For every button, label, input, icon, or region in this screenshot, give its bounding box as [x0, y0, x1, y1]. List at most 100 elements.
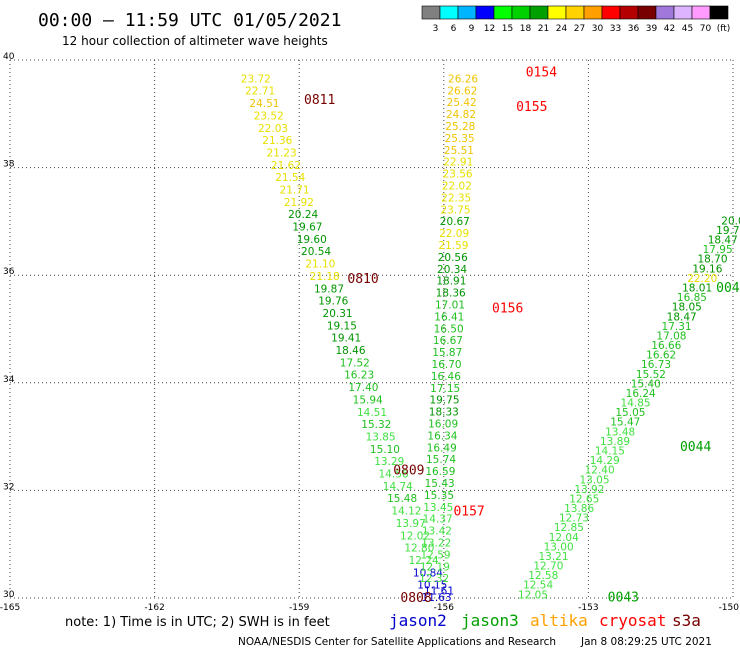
- wave-height-value: 18.36: [436, 288, 466, 300]
- pass-time-label: 0811: [304, 93, 335, 108]
- wave-height-value: 23.56: [443, 169, 473, 181]
- wave-height-value: 22.71: [245, 86, 275, 98]
- wave-height-value: 12.73: [559, 513, 589, 525]
- color-swatch: [457, 5, 477, 20]
- wave-height-value: 16.85: [677, 292, 707, 304]
- wave-height-value: 23.52: [254, 110, 284, 122]
- color-scale-label: 24: [556, 24, 568, 34]
- x-tick-label: -165: [0, 603, 20, 613]
- credit-text: NOAA/NESDIS Center for Satellite Applica…: [238, 636, 556, 648]
- wave-height-value: 13.97: [396, 518, 426, 530]
- color-swatch: [421, 5, 441, 20]
- color-swatch: [547, 5, 567, 20]
- wave-height-value: 18.46: [335, 345, 365, 357]
- satellite-legend-item: jason2: [389, 611, 447, 630]
- y-tick-label: 40: [3, 52, 15, 62]
- y-tick-label: 36: [3, 267, 15, 277]
- wave-height-value: 15.87: [432, 347, 462, 359]
- pass-time-label: 004: [716, 281, 740, 296]
- wave-height-value: 21.54: [275, 172, 305, 184]
- wave-height-value: 15.40: [631, 378, 661, 390]
- wave-height-value: 12.04: [549, 532, 579, 544]
- wave-height-value: 20.24: [288, 209, 318, 221]
- wave-height-value: 17.31: [662, 321, 692, 333]
- color-swatch: [475, 5, 495, 20]
- wave-height-value: 19.87: [314, 283, 344, 295]
- wave-height-value: 23.72: [241, 73, 271, 85]
- wave-height-value: 13.00: [544, 541, 574, 553]
- color-scale-label: 12: [484, 24, 495, 34]
- wave-height-value: 16.09: [428, 418, 458, 430]
- wave-height-value: 20.67: [440, 216, 470, 228]
- x-tick-label: -156: [434, 603, 455, 613]
- color-scale-label: 36: [628, 24, 640, 34]
- wave-height-value: 18.05: [672, 302, 702, 314]
- wave-height-value: 17.15: [430, 383, 460, 395]
- wave-height-value: 15.74: [426, 454, 456, 466]
- satellite-legend-item: jason3: [461, 611, 519, 630]
- wave-height-value: 13.21: [538, 551, 568, 563]
- color-scale-label: 21: [538, 24, 549, 34]
- wave-height-value: 16.23: [344, 370, 374, 382]
- color-scale-label: 15: [502, 24, 513, 34]
- wave-height-value: 14.29: [590, 455, 620, 467]
- wave-height-value: 10.84: [413, 567, 443, 579]
- color-swatch: [583, 5, 603, 20]
- wave-height-value: 15.94: [353, 394, 383, 406]
- wave-height-value: 14.12: [391, 506, 421, 518]
- pass-time-label: 0044: [680, 440, 711, 455]
- wave-height-value: 12.58: [528, 570, 558, 582]
- wave-height-value: 19.7: [716, 225, 739, 237]
- wave-height-value: 10.15: [417, 580, 447, 592]
- color-scale-label: 39: [646, 24, 658, 34]
- satellite-legend: jason2 jason3 altika cryosat s3a: [389, 611, 701, 630]
- wave-height-value: 19.75: [429, 395, 459, 407]
- wave-height-value: 21.92: [284, 197, 314, 209]
- wave-height-value: 19.16: [692, 263, 722, 275]
- wave-height-value: 20.54: [301, 246, 331, 258]
- wave-height-value: 11.61: [424, 586, 454, 598]
- wave-height-value: 13.45: [423, 502, 453, 514]
- wave-height-value: 14.15: [595, 445, 625, 457]
- wave-height-value: 17.01: [435, 299, 465, 311]
- wave-height-value: 17.95: [703, 244, 733, 256]
- color-scale-legend: 3 6 9 12 15 18 21 24 27 30 33 36 39 42 45 70 (ft): [421, 5, 731, 34]
- chart-subtitle: 12 hour collection of altimeter wave hei…: [62, 34, 328, 48]
- color-swatch: [655, 5, 675, 20]
- wave-height-value: 16.24: [626, 388, 656, 400]
- y-tick-label: 30: [3, 590, 15, 600]
- color-swatch: [637, 5, 657, 20]
- color-scale-label: 70: [700, 24, 712, 34]
- wave-height-value: 13.86: [564, 503, 594, 515]
- wave-height-value: 12.05: [518, 589, 548, 601]
- wave-height-value: 19.67: [292, 222, 322, 234]
- satellite-legend-item: s3a: [672, 611, 701, 630]
- color-scale-label: (ft): [717, 24, 731, 34]
- wave-height-value: 12.19: [420, 561, 450, 573]
- wave-height-value: 16.62: [646, 350, 676, 362]
- color-swatch: [709, 5, 729, 20]
- pass-time-labels: 0154 0155 0156 0157 0811 0810 0809 0808 0044 0043…: [304, 65, 740, 606]
- wave-height-value: 16.66: [651, 340, 681, 352]
- color-scale-label: 30: [592, 24, 604, 34]
- wave-height-value: 19.15: [327, 320, 357, 332]
- wave-height-value: 13.22: [421, 537, 451, 549]
- wave-height-value: 21.23: [267, 147, 297, 159]
- wave-height-value: 13.42: [422, 526, 452, 538]
- wave-height-value: 13.48: [605, 426, 635, 438]
- wave-height-value: 22.20: [687, 273, 717, 285]
- wave-height-value: 11.63: [422, 592, 452, 604]
- color-swatch: [493, 5, 513, 20]
- wave-height-value: 18.47: [708, 235, 738, 247]
- timestamp-text: Jan 8 08:29:25 UTC 2021: [580, 636, 712, 648]
- wave-height-value: 20.0: [721, 215, 740, 227]
- wave-height-value: 13.89: [600, 436, 630, 448]
- x-tick-label: -159: [289, 603, 310, 613]
- x-tick-label: -162: [144, 603, 164, 613]
- color-scale-label: 45: [682, 24, 693, 34]
- wave-height-value: 25.51: [444, 145, 474, 157]
- wave-height-value: 13.85: [366, 431, 396, 443]
- wave-height-value: 12.54: [523, 580, 553, 592]
- wave-height-value: 15.05: [615, 407, 645, 419]
- wave-height-points: 23.7222.7124.5123.5222.0321.3621.2321.62…: [241, 73, 740, 604]
